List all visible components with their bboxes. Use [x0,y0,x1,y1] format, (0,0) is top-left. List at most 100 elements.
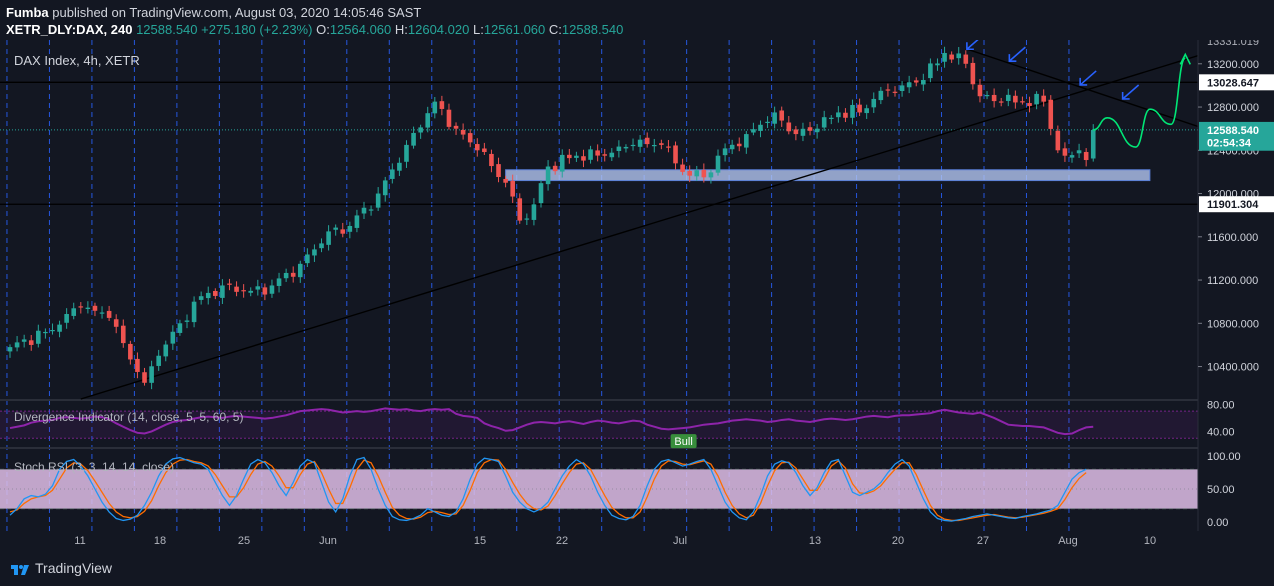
candle [942,46,947,68]
candle-body [340,229,346,234]
candle-body [28,340,34,345]
candle-body [163,344,169,357]
candle-body [779,110,785,121]
price-change: +275.180 (+2.23%) [201,22,313,37]
price-pane[interactable] [0,40,1236,400]
candle-body [538,183,544,204]
chart-canvas[interactable]: Bull 13200.00012800.00012400.00012000.00… [0,40,1274,552]
price-axis[interactable]: 13200.00012800.00012400.00012000.0001160… [1197,40,1274,531]
candle-body [262,287,268,295]
stoch-d-line [9,458,1087,522]
date-label: 10 [1144,535,1156,547]
candle-body [1027,103,1032,106]
candle-body [177,323,183,333]
stoch-rsi-pane[interactable] [9,456,1087,522]
candle-body [800,128,806,136]
candle [241,284,246,298]
candle [779,106,785,127]
candle [319,238,324,253]
candle-body [170,331,176,344]
candle-body [1041,95,1046,102]
candle-body [1005,94,1011,101]
candle [559,149,565,178]
candle-body [71,308,77,316]
symbol-info: XETR_DLY:DAX, 240 12588.540 +275.180 (+2… [6,22,623,37]
tradingview-logo[interactable]: TradingView [10,560,112,576]
candle-body [935,63,940,66]
candle-body [467,133,473,143]
date-label: 20 [892,535,904,547]
candle [616,140,622,158]
candle-body [715,155,721,173]
candle-body [142,372,147,383]
price-marker-label: 11901.304 [1207,199,1259,211]
candle-body [99,312,105,314]
candle [361,201,367,219]
candle [1055,125,1061,154]
bull-tag-label: Bull [674,436,692,448]
candle [64,308,69,329]
symbol-name[interactable]: XETR_DLY:DAX, 240 [6,22,133,37]
arrow-shaft [1008,46,1026,62]
candle-body [503,178,508,183]
candle [651,138,657,153]
candle-body [977,84,983,97]
candle-body [694,170,700,177]
candle-body [248,290,254,293]
candle-body [453,125,459,129]
candle-body [956,53,962,59]
candle-body [482,148,487,153]
candle-body [581,156,586,161]
candle [1062,142,1068,162]
candle [963,50,969,69]
candle [50,323,55,335]
candle-body [744,134,749,148]
candle [489,149,494,173]
candle [368,205,374,216]
price-tick-label: 10400.000 [1207,362,1259,374]
candle-body [899,85,905,91]
open-value: 12564.060 [329,22,392,37]
candle [135,352,140,379]
candle [736,137,742,152]
candle-body [276,278,282,286]
candle [496,157,501,183]
author-name[interactable]: Fumba [6,5,49,20]
price-marker-line [1199,196,1274,213]
candle-body [375,193,381,208]
candle-body [404,144,409,162]
candle-body [552,165,558,172]
candle-body [390,169,395,179]
arrow-marker [1079,70,1097,86]
candle [191,296,197,328]
candle-body [659,143,664,145]
candle-body [43,331,48,334]
candle [106,305,112,321]
candle [630,138,636,151]
arrow-marker [966,40,979,51]
candle-body [906,82,912,88]
candle-body [319,243,324,249]
candle-body [1076,150,1082,154]
bull-tag [670,434,697,449]
candle [453,122,459,135]
candle [177,319,183,336]
candle [701,163,707,183]
candle-body [687,170,692,176]
candle-body [807,127,813,131]
candle [411,126,416,149]
candle [28,334,34,351]
time-axis[interactable]: 11 18 25 Jun 15 22 Jul 13 20 27 Aug 10 [74,535,1156,547]
support-zone [505,169,1151,182]
candle-body [701,169,707,178]
candle [744,130,749,154]
candle-body [828,117,834,119]
divergence-pane[interactable]: Bull [9,407,1094,449]
candle-body [368,209,374,211]
candle-body [871,98,877,108]
tradingview-icon [11,565,29,576]
candle [956,47,962,65]
candle-body [751,129,756,133]
brand-name: TradingView [35,560,113,576]
candle-body [312,249,317,256]
